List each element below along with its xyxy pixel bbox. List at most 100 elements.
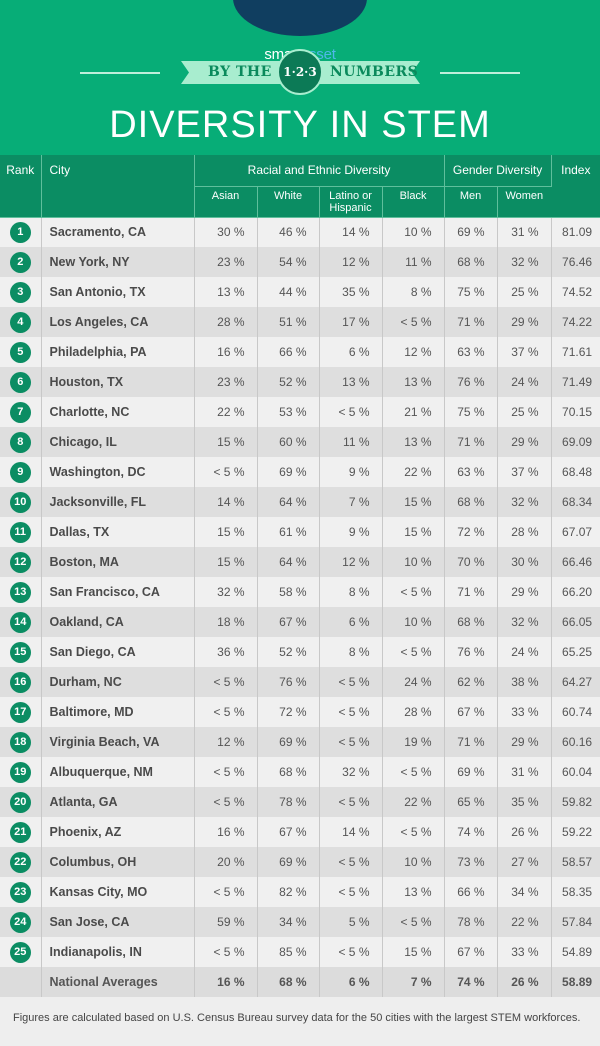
asian-cell: < 5 %	[194, 457, 258, 487]
rank-badge: 5	[9, 341, 31, 363]
city-cell: Los Angeles, CA	[41, 307, 195, 337]
women-cell: 32 %	[497, 607, 552, 637]
rank-badge: 8	[9, 431, 31, 453]
women-cell: 29 %	[497, 427, 552, 457]
national-averages-row: National Averages 16 % 68 % 6 % 7 % 74 % 26 % 5…	[0, 967, 600, 997]
men-cell: 65 %	[444, 787, 498, 817]
city-cell: San Diego, CA	[41, 637, 195, 667]
index-cell: 64.27	[551, 667, 600, 697]
white-cell: 76 %	[257, 667, 320, 697]
asian-cell: < 5 %	[194, 697, 258, 727]
asian-cell: 23 %	[194, 247, 258, 277]
rank-badge: 15	[9, 641, 31, 663]
black-cell: 13 %	[382, 877, 445, 907]
rank-badge: 11	[9, 521, 31, 543]
table-row: 21 Phoenix, AZ 16 % 67 % 14 % < 5 % 74 % 26 % 59…	[0, 817, 600, 847]
rank-cell: 8	[0, 427, 42, 457]
black-cell: 21 %	[382, 397, 445, 427]
city-cell: Indianapolis, IN	[41, 937, 195, 967]
index-cell: 66.20	[551, 577, 600, 607]
table-row: 13 San Francisco, CA 32 % 58 % 8 % < 5 % 71 % 2…	[0, 577, 600, 607]
table-row: 7 Charlotte, NC 22 % 53 % < 5 % 21 % 75 % 25 % 7…	[0, 397, 600, 427]
rank-badge: 19	[9, 761, 31, 783]
rank-badge: 17	[9, 701, 31, 723]
white-cell: 54 %	[257, 247, 320, 277]
average-label: National Averages	[41, 967, 195, 997]
men-cell: 72 %	[444, 517, 498, 547]
table-row: 25 Indianapolis, IN < 5 % 85 % < 5 % 15 % 67 %…	[0, 937, 600, 967]
white-cell: 69 %	[257, 457, 320, 487]
index-cell: 74.52	[551, 277, 600, 307]
rank-cell: 6	[0, 367, 42, 397]
black-cell: 15 %	[382, 937, 445, 967]
black-cell: 24 %	[382, 667, 445, 697]
black-cell: 15 %	[382, 487, 445, 517]
men-cell: 63 %	[444, 457, 498, 487]
index-cell: 76.46	[551, 247, 600, 277]
rank-cell: 7	[0, 397, 42, 427]
index-cell: 60.16	[551, 727, 600, 757]
ribbon-right	[301, 61, 420, 84]
rank-cell: 14	[0, 607, 42, 637]
rank-cell: 24	[0, 907, 42, 937]
header-gender-diversity: Gender Diversity	[444, 155, 552, 187]
index-cell: 65.25	[551, 637, 600, 667]
rank-badge: 6	[9, 371, 31, 393]
black-cell: 11 %	[382, 247, 445, 277]
men-cell: 75 %	[444, 397, 498, 427]
diversity-table: Rank City Racial and Ethnic Diversity Ge…	[0, 155, 600, 997]
city-cell: Washington, DC	[41, 457, 195, 487]
latino-cell: < 5 %	[319, 727, 383, 757]
rank-badge: 10	[9, 491, 31, 513]
women-cell: 25 %	[497, 397, 552, 427]
white-cell: 69 %	[257, 727, 320, 757]
rank-cell: 5	[0, 337, 42, 367]
men-cell: 69 %	[444, 217, 498, 247]
men-cell: 76 %	[444, 367, 498, 397]
black-cell: < 5 %	[382, 907, 445, 937]
men-cell: 71 %	[444, 727, 498, 757]
index-cell: 81.09	[551, 217, 600, 247]
latino-cell: 13 %	[319, 367, 383, 397]
latino-cell: 8 %	[319, 577, 383, 607]
latino-cell: 35 %	[319, 277, 383, 307]
black-cell: 22 %	[382, 457, 445, 487]
asian-cell: 36 %	[194, 637, 258, 667]
latino-cell: 6 %	[319, 337, 383, 367]
ribbon-label-left: BY THE	[208, 64, 272, 80]
white-cell: 61 %	[257, 517, 320, 547]
city-cell: San Jose, CA	[41, 907, 195, 937]
city-cell: San Antonio, TX	[41, 277, 195, 307]
asian-cell: < 5 %	[194, 757, 258, 787]
rank-badge: 2	[9, 251, 31, 273]
men-cell: 70 %	[444, 547, 498, 577]
index-cell: 69.09	[551, 427, 600, 457]
rank-badge: 7	[9, 401, 31, 423]
asian-cell: 16 %	[194, 817, 258, 847]
women-cell: 37 %	[497, 337, 552, 367]
rank-badge: 14	[9, 611, 31, 633]
city-cell: Durham, NC	[41, 667, 195, 697]
table-row: 3 San Antonio, TX 13 % 44 % 35 % 8 % 75 % 25 % 7…	[0, 277, 600, 307]
table-row: 24 San Jose, CA 59 % 34 % 5 % < 5 % 78 % 22 % 57…	[0, 907, 600, 937]
table-row: 11 Dallas, TX 15 % 61 % 9 % 15 % 72 % 28 % 67.07	[0, 517, 600, 547]
table-row: 18 Virginia Beach, VA 12 % 69 % < 5 % 19 % 71 …	[0, 727, 600, 757]
white-cell: 52 %	[257, 637, 320, 667]
asian-cell: 18 %	[194, 607, 258, 637]
index-cell: 67.07	[551, 517, 600, 547]
rank-badge: 12	[9, 551, 31, 573]
table-row: 1 Sacramento, CA 30 % 46 % 14 % 10 % 69 % 31 % 8…	[0, 217, 600, 247]
rank-badge: 18	[9, 731, 31, 753]
women-cell: 30 %	[497, 547, 552, 577]
index-cell: 60.74	[551, 697, 600, 727]
women-cell: 32 %	[497, 247, 552, 277]
ribbon-left	[181, 61, 299, 84]
asian-cell: 14 %	[194, 487, 258, 517]
women-cell: 22 %	[497, 907, 552, 937]
header-white: White	[257, 186, 320, 218]
black-cell: 10 %	[382, 217, 445, 247]
black-cell: < 5 %	[382, 817, 445, 847]
index-cell: 74.22	[551, 307, 600, 337]
table-row: 9 Washington, DC < 5 % 69 % 9 % 22 % 63 % 37 % 6…	[0, 457, 600, 487]
latino-cell: 12 %	[319, 547, 383, 577]
